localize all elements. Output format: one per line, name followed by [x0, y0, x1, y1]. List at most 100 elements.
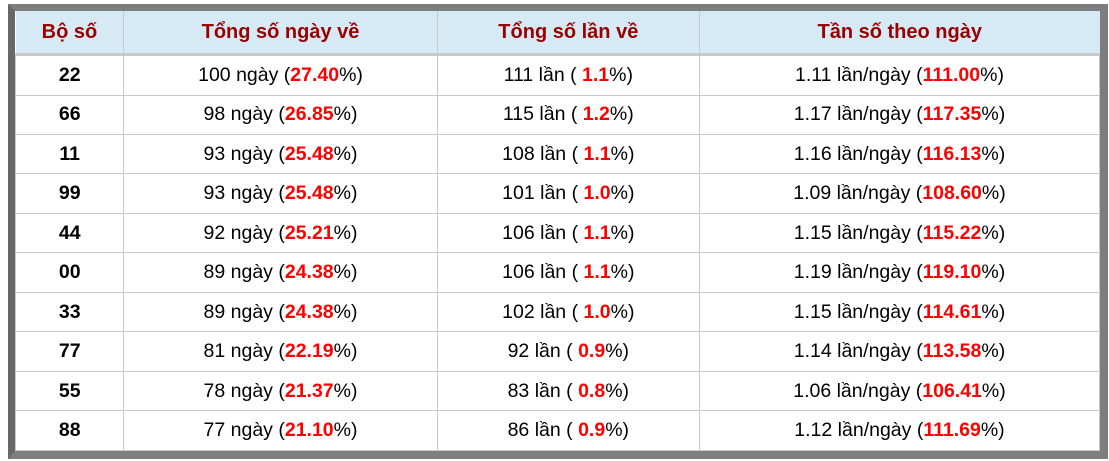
open-paren: (: [566, 379, 579, 402]
cell-freq: 1.15 lần/ngày (115.22%): [698, 212, 1101, 254]
close-paren: %): [333, 182, 358, 205]
times-unit: lần: [539, 103, 566, 126]
cell-times: 111 lần ( 1.1%): [436, 54, 700, 96]
close-paren: %): [610, 182, 635, 205]
cell-freq: 1.06 lần/ngày (106.41%): [698, 370, 1101, 412]
pair-value: 33: [58, 300, 81, 323]
close-paren: %): [981, 182, 1006, 205]
cell-freq: 1.12 lần/ngày (111.69%): [698, 410, 1101, 451]
cell-days: 77 ngày (21.10%): [123, 410, 438, 451]
col-header-pair: Bộ số: [15, 11, 125, 56]
freq-unit: lần/ngày: [837, 142, 911, 165]
close-paren: %): [610, 142, 635, 165]
days-unit: ngày: [230, 379, 273, 402]
close-paren: %): [981, 142, 1006, 165]
open-paren: (: [278, 340, 285, 363]
freq-percent: 114.61: [922, 300, 982, 323]
open-paren: (: [571, 261, 584, 284]
cell-freq: 1.14 lần/ngày (113.58%): [698, 331, 1101, 372]
close-paren: %): [605, 419, 630, 442]
close-paren: %): [333, 419, 358, 442]
open-paren: (: [916, 419, 924, 442]
days-unit: ngày: [230, 103, 273, 126]
freq-value: 1.06: [793, 379, 832, 402]
freq-unit: lần/ngày: [837, 300, 911, 323]
open-paren: (: [278, 221, 285, 244]
cell-pair: 55: [14, 370, 125, 412]
pair-value: 66: [58, 103, 81, 126]
days-value: 89: [203, 300, 226, 323]
days-value: 100: [198, 63, 231, 86]
close-paren: %): [980, 63, 1004, 86]
freq-percent: 115.22: [922, 221, 982, 244]
pair-value: 99: [58, 182, 81, 205]
times-percent: 0.8: [578, 379, 606, 402]
open-paren: (: [916, 221, 923, 244]
freq-percent: 111.00: [922, 63, 981, 86]
times-value: 86: [507, 419, 530, 442]
open-paren: (: [916, 340, 923, 363]
pair-value: 11: [59, 142, 80, 165]
days-unit: ngày: [230, 419, 273, 442]
table-row: 44 92 ngày (25.21%) 106 lần ( 1.1%) 1.15…: [14, 212, 1101, 254]
cell-times: 86 lần ( 0.9%): [436, 410, 700, 451]
table-row: 22 100 ngày (27.40%) 111 lần ( 1.1%) 1.1…: [14, 54, 1101, 96]
pair-value: 44: [58, 221, 81, 244]
times-unit: lần: [538, 63, 565, 86]
close-paren: %): [333, 221, 358, 244]
times-value: 102: [502, 300, 535, 323]
close-paren: %): [333, 340, 358, 363]
close-paren: %): [605, 340, 630, 363]
cell-days: 78 ngày (21.37%): [123, 370, 438, 412]
col-header-freq: Tần số theo ngày: [699, 11, 1100, 56]
table-row: 88 77 ngày (21.10%) 86 lần ( 0.9%) 1.12 …: [14, 410, 1101, 451]
close-paren: %): [981, 261, 1006, 284]
times-value: 106: [502, 261, 535, 284]
freq-percent: 106.41: [922, 379, 982, 402]
open-paren: (: [915, 182, 923, 205]
open-paren: (: [571, 221, 584, 244]
days-unit: ngày: [230, 300, 273, 323]
cell-days: 92 ngày (25.21%): [123, 212, 438, 254]
pair-value: 00: [58, 261, 81, 284]
days-unit: ngày: [230, 340, 273, 363]
table-body: 22 100 ngày (27.40%) 111 lần ( 1.1%) 1.1…: [14, 54, 1101, 451]
cell-freq: 1.11 lần/ngày (111.00%): [698, 54, 1101, 96]
days-percent: 24.38: [284, 261, 334, 284]
days-unit: ngày: [230, 182, 273, 205]
cell-days: 100 ngày (27.40%): [123, 54, 438, 96]
days-unit: ngày: [230, 221, 273, 244]
cell-freq: 1.19 lần/ngày (119.10%): [698, 252, 1101, 293]
open-paren: (: [278, 182, 285, 205]
close-paren: %): [339, 63, 363, 86]
close-paren: %): [333, 379, 358, 402]
times-value: 108: [502, 142, 535, 165]
days-value: 81: [203, 340, 226, 363]
open-paren: (: [278, 419, 285, 442]
freq-value: 1.15: [793, 221, 832, 244]
table-row: 33 89 ngày (24.38%) 102 lần ( 1.0%) 1.15…: [14, 291, 1101, 333]
open-paren: (: [570, 63, 583, 86]
times-percent: 1.0: [583, 300, 611, 323]
close-paren: %): [981, 221, 1006, 244]
close-paren: %): [609, 63, 633, 86]
cell-pair: 33: [14, 291, 125, 333]
days-percent: 21.10: [284, 419, 334, 442]
freq-unit: lần/ngày: [836, 63, 911, 86]
cell-days: 89 ngày (24.38%): [123, 252, 438, 293]
freq-percent: 108.60: [922, 182, 982, 205]
pair-value: 77: [58, 340, 81, 363]
cell-pair: 22: [14, 54, 125, 96]
close-paren: %): [333, 261, 358, 284]
freq-unit: lần/ngày: [836, 182, 911, 205]
open-paren: (: [570, 103, 583, 126]
times-percent: 0.9: [578, 419, 606, 442]
open-paren: (: [571, 300, 584, 323]
cell-pair: 77: [14, 331, 125, 372]
times-percent: 1.0: [583, 182, 611, 205]
freq-value: 1.09: [793, 182, 832, 205]
open-paren: (: [571, 182, 584, 205]
close-paren: %): [610, 300, 635, 323]
pair-value: 88: [58, 419, 81, 442]
days-percent: 24.38: [284, 300, 334, 323]
